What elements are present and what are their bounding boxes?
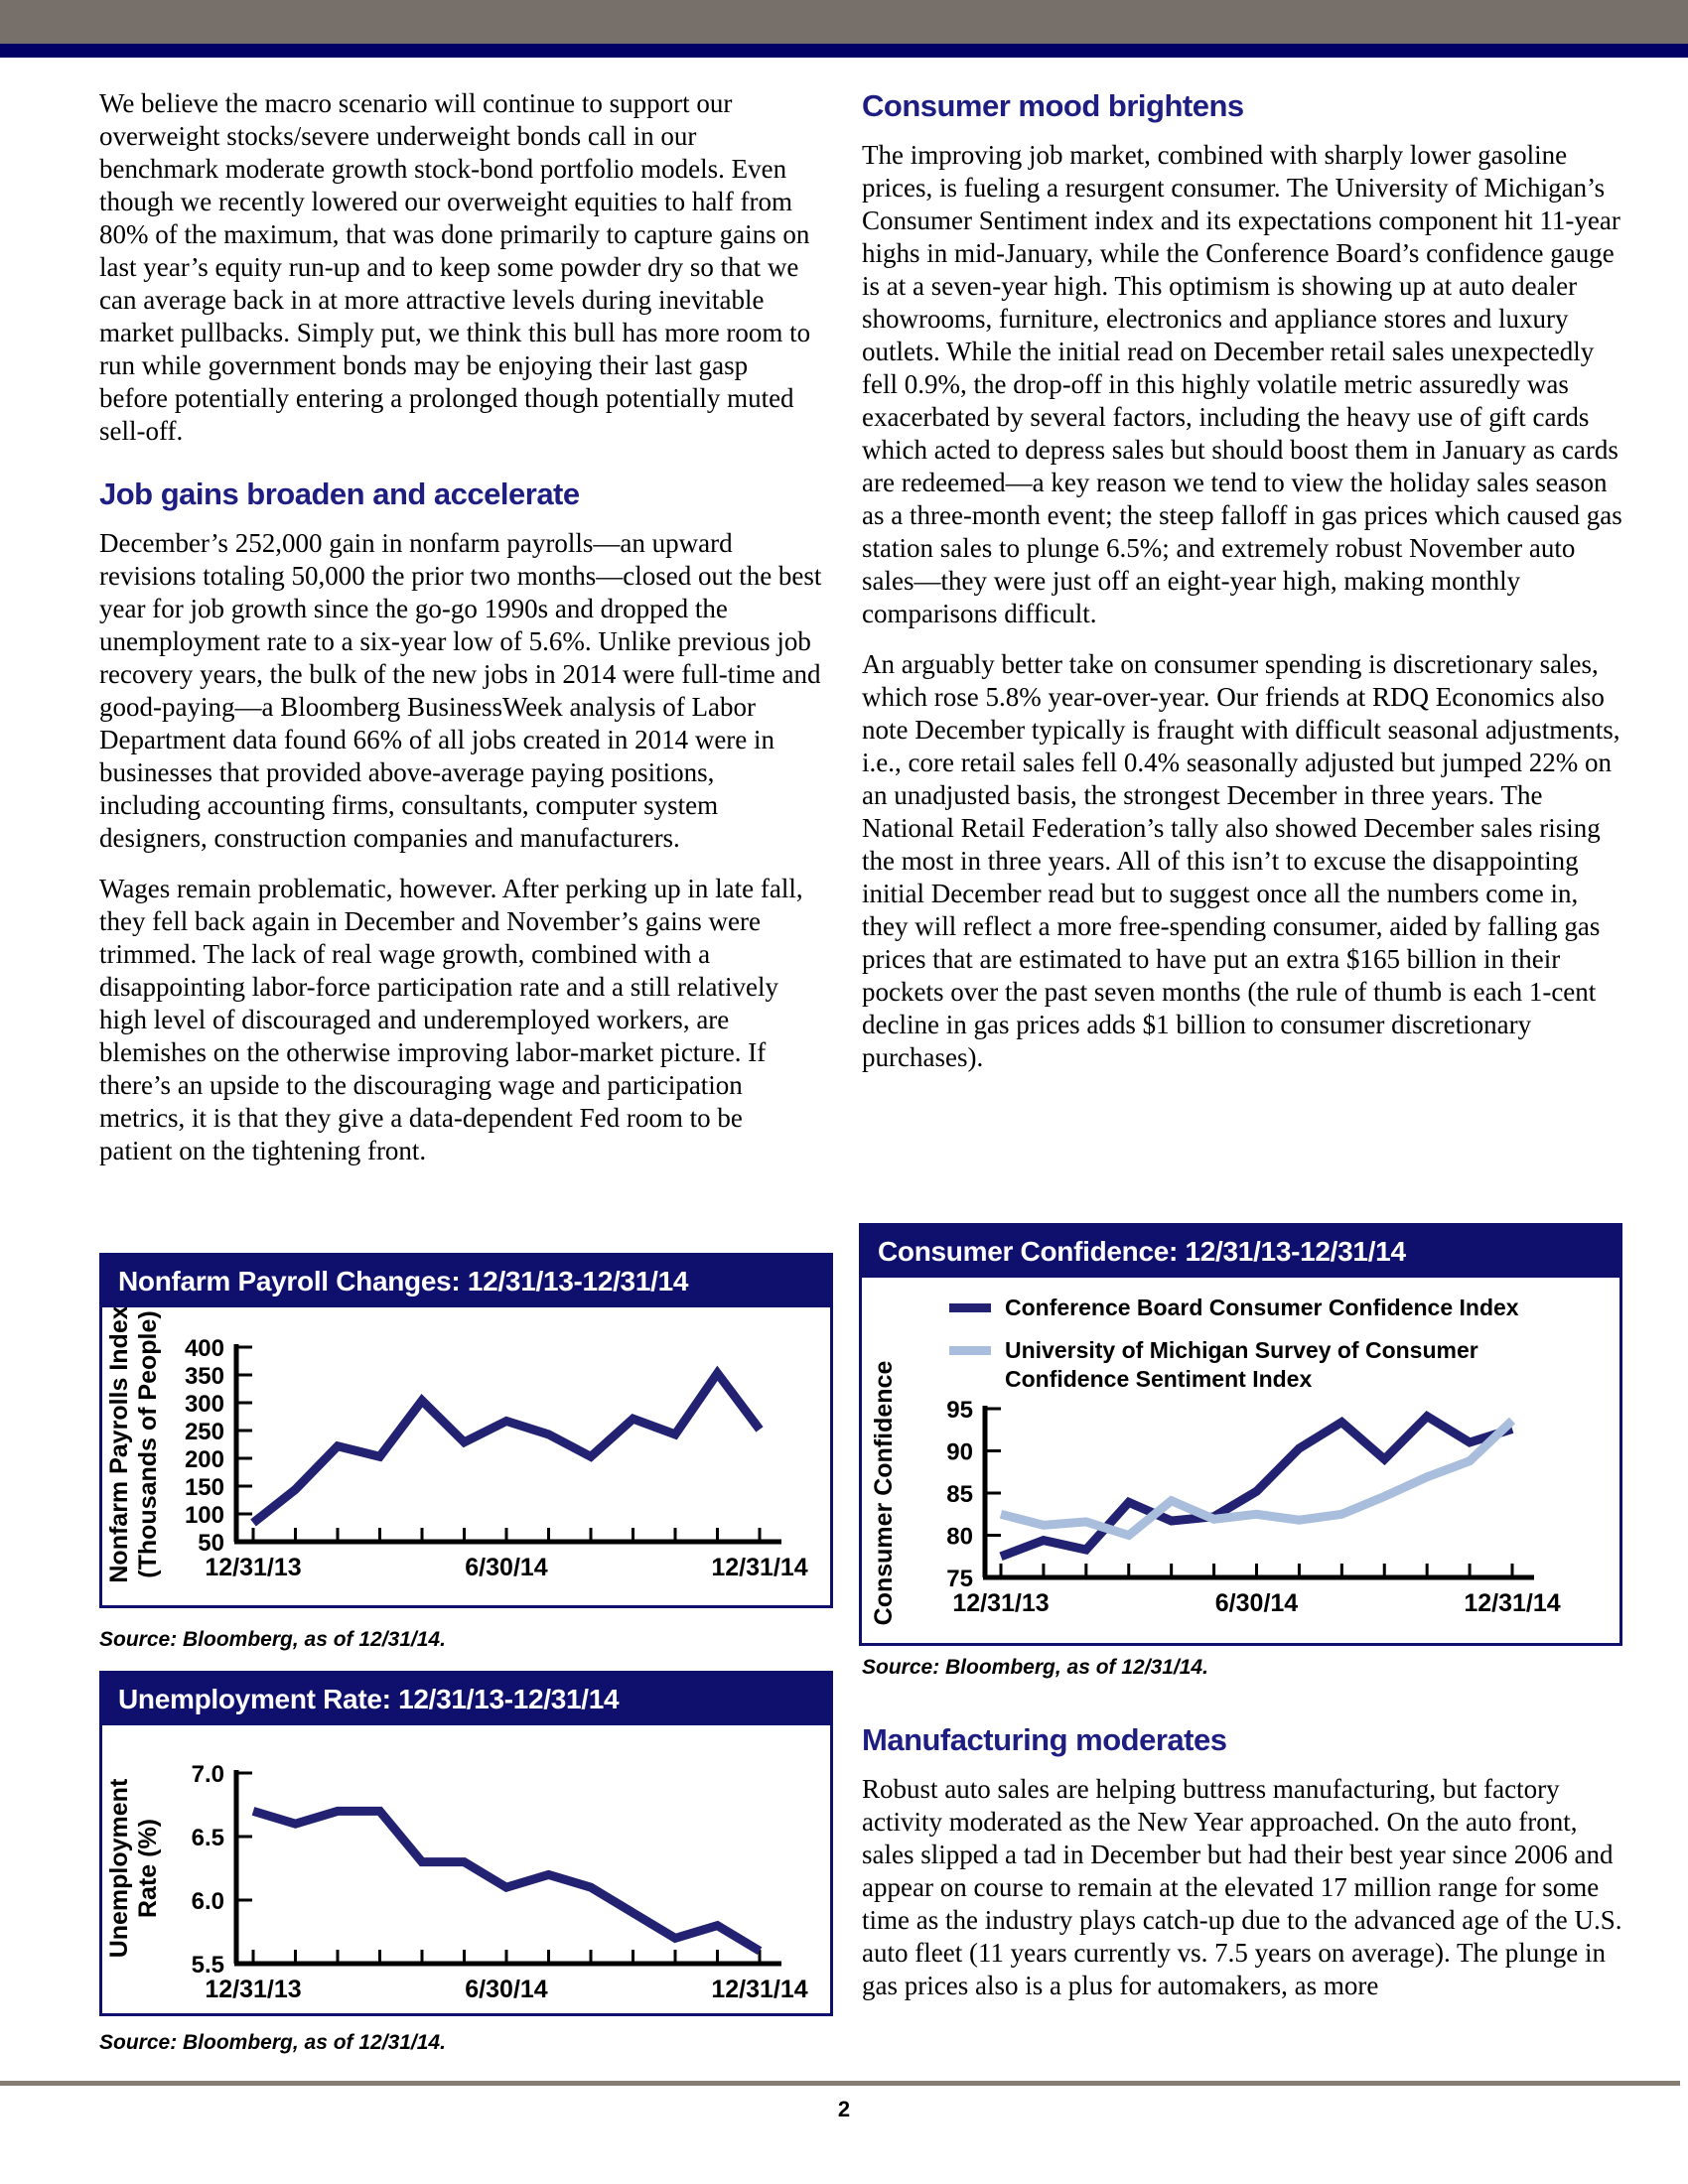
source-note-3: Source: Bloomberg, as of 12/31/14. [862, 1656, 1208, 1679]
svg-text:250: 250 [185, 1419, 224, 1445]
svg-text:12/31/13: 12/31/13 [205, 1976, 301, 2003]
unemployment-rate-chart-title: Unemployment Rate: 12/31/13-12/31/14 [102, 1674, 830, 1725]
unemployment-rate-chart: 7.0 6.5 6.0 5.512/31/13 6/30/14 12/31/14 Unemp… [105, 1761, 808, 2003]
right-column-lower: Manufacturing moderates Robust auto sale… [862, 1721, 1624, 2020]
michigan-line-swatch [949, 1346, 991, 1355]
left-column: We believe the macro scenario will conti… [99, 87, 822, 1185]
svg-text:350: 350 [185, 1363, 224, 1390]
svg-text:6/30/14: 6/30/14 [1215, 1589, 1299, 1617]
legend-label-conference-board: Conference Board Consumer Confidence Ind… [1005, 1295, 1519, 1320]
svg-text:6/30/14: 6/30/14 [465, 1554, 548, 1581]
svg-text:50: 50 [198, 1530, 224, 1557]
consumer-confidence-chart-title: Consumer Confidence: 12/31/13-12/31/14 [862, 1226, 1619, 1278]
right-column: Consumer mood brightens The improving jo… [862, 87, 1624, 1092]
svg-text:400: 400 [185, 1335, 224, 1362]
svg-text:12/31/13: 12/31/13 [205, 1554, 301, 1581]
manufacturing-paragraph-1: Robust auto sales are helping buttress m… [862, 1774, 1622, 2000]
svg-text:200: 200 [185, 1446, 224, 1473]
svg-text:Unemployment: Unemployment [105, 1778, 133, 1958]
svg-text:95: 95 [946, 1397, 973, 1424]
section-heading-consumer-mood: Consumer mood brightens [862, 88, 1244, 123]
svg-text:Nonfarm Payrolls Index: Nonfarm Payrolls Index [105, 1307, 133, 1583]
svg-text:5.5: 5.5 [192, 1952, 224, 1979]
page-number: 2 [837, 2097, 851, 2121]
svg-text:12/31/13: 12/31/13 [952, 1589, 1049, 1617]
consumer-paragraph-1: The improving job market, combined with … [862, 140, 1622, 628]
chart-legend: Conference Board Consumer Confidence Ind… [949, 1294, 1519, 1408]
legend-entry-conference-board: Conference Board Consumer Confidence Ind… [949, 1294, 1519, 1322]
svg-text:90: 90 [946, 1439, 973, 1466]
svg-text:150: 150 [185, 1474, 224, 1501]
svg-text:6.5: 6.5 [192, 1825, 224, 1851]
header-gray-bar [0, 0, 1688, 44]
svg-text:80: 80 [946, 1524, 973, 1551]
header-navy-bar [0, 44, 1688, 58]
svg-text:Rate (%): Rate (%) [134, 1819, 162, 1918]
job-gains-paragraph-1: December’s 252,000 gain in nonfarm payro… [99, 528, 822, 853]
conference-board-line-swatch [949, 1303, 991, 1312]
unemployment-rate-chart-box: Unemployment Rate: 12/31/13-12/31/14 7.0… [99, 1671, 833, 2016]
svg-text:6/30/14: 6/30/14 [465, 1976, 548, 2003]
job-gains-paragraph-2: Wages remain problematic, however. After… [99, 874, 803, 1165]
svg-text:12/31/14: 12/31/14 [1464, 1589, 1560, 1617]
svg-text:12/31/14: 12/31/14 [711, 1554, 807, 1581]
section-heading-job-gains: Job gains broaden and accelerate [99, 477, 580, 511]
nonfarm-payroll-chart-title: Nonfarm Payroll Changes: 12/31/13-12/31/… [102, 1256, 830, 1307]
svg-text:Consumer Confidence: Consumer Confidence [870, 1361, 898, 1626]
legend-label-michigan: University of Michigan Survey of Consume… [1005, 1337, 1478, 1392]
svg-text:85: 85 [946, 1481, 973, 1508]
svg-text:7.0: 7.0 [192, 1761, 224, 1788]
intro-paragraph: We believe the macro scenario will conti… [99, 88, 811, 446]
consumer-confidence-chart-box: Consumer Confidence: 12/31/13-12/31/14 C… [859, 1223, 1622, 1646]
svg-text:300: 300 [185, 1391, 224, 1418]
svg-text:12/31/14: 12/31/14 [711, 1976, 807, 2003]
svg-text:(Thousands of People): (Thousands of People) [134, 1310, 162, 1577]
consumer-paragraph-2: An arguably better take on consumer spen… [862, 649, 1620, 1072]
nonfarm-payroll-chart-box: Nonfarm Payroll Changes: 12/31/13-12/31/… [99, 1253, 833, 1608]
source-note-1: Source: Bloomberg, as of 12/31/14. [99, 1628, 446, 1651]
section-heading-manufacturing: Manufacturing moderates [862, 1722, 1227, 1757]
svg-text:75: 75 [946, 1566, 973, 1592]
svg-text:6.0: 6.0 [192, 1888, 224, 1915]
footer-divider [0, 2081, 1680, 2086]
svg-text:100: 100 [185, 1502, 224, 1529]
legend-entry-michigan: University of Michigan Survey of Consume… [949, 1336, 1519, 1394]
source-note-2: Source: Bloomberg, as of 12/31/14. [99, 2031, 446, 2054]
